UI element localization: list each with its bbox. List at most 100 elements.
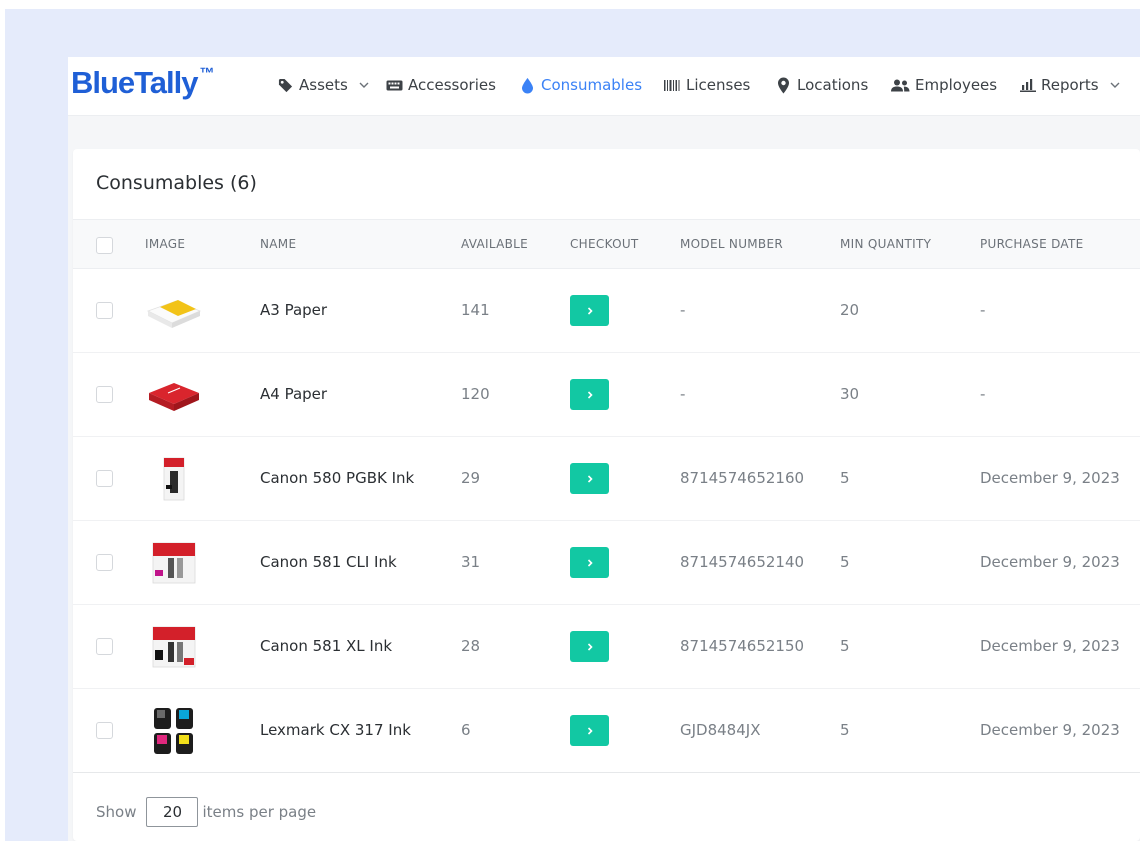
header-image[interactable]: IMAGE xyxy=(145,237,186,251)
droplet-icon xyxy=(519,77,536,94)
items-per-page-label: items per page xyxy=(202,803,317,821)
nav-consumables[interactable]: Consumables xyxy=(519,74,642,96)
nav-reports-label: Reports xyxy=(1041,76,1099,94)
nav-licenses[interactable]: Licenses xyxy=(664,74,750,96)
row-name[interactable]: Lexmark CX 317 Ink xyxy=(260,721,411,739)
map-pin-icon xyxy=(775,77,792,94)
row-checkbox[interactable] xyxy=(96,470,113,487)
product-image-a4-paper xyxy=(146,371,202,419)
chevron-down-icon xyxy=(1109,79,1121,91)
row-min-quantity: 30 xyxy=(840,385,860,403)
nav-assets-label: Assets xyxy=(299,76,348,94)
row-available: 6 xyxy=(461,721,471,739)
row-name[interactable]: A4 Paper xyxy=(260,385,328,403)
tag-icon xyxy=(277,77,294,94)
nav-consumables-label: Consumables xyxy=(541,76,643,94)
row-min-quantity: 5 xyxy=(840,469,850,487)
items-per-page-input[interactable] xyxy=(146,797,199,827)
row-model-number: 8714574652150 xyxy=(680,637,805,655)
row-purchase-date: December 9, 2023 xyxy=(980,721,1120,739)
nav-employees[interactable]: Employees xyxy=(891,74,997,96)
row-available: 141 xyxy=(461,301,490,319)
row-model-number: GJD8484JX xyxy=(680,721,761,739)
chevron-right-icon xyxy=(585,469,595,488)
product-image-lexmark-cx317 xyxy=(146,707,202,755)
checkout-button[interactable] xyxy=(570,379,609,410)
select-all-checkbox[interactable] xyxy=(96,237,113,254)
nav-accessories[interactable]: Accessories xyxy=(386,74,496,96)
row-available: 31 xyxy=(461,553,481,571)
row-purchase-date: December 9, 2023 xyxy=(980,469,1120,487)
row-name[interactable]: A3 Paper xyxy=(260,301,328,319)
bluetally-logo[interactable]: BlueTally ™ xyxy=(71,65,215,101)
app-window: BlueTally ™ Assets Accessories Consumable… xyxy=(68,57,1140,841)
logo-text: BlueTally xyxy=(71,65,199,100)
chevron-right-icon xyxy=(585,553,595,572)
row-name[interactable]: Canon 580 PGBK Ink xyxy=(260,469,415,487)
row-available: 29 xyxy=(461,469,481,487)
nav-locations-label: Locations xyxy=(797,76,869,94)
row-checkbox[interactable] xyxy=(96,638,113,655)
nav-assets[interactable]: Assets xyxy=(277,74,370,96)
nav-accessories-label: Accessories xyxy=(408,76,496,94)
product-image-canon-580-pgbk xyxy=(146,455,202,503)
row-purchase-date: December 9, 2023 xyxy=(980,637,1120,655)
row-available: 28 xyxy=(461,637,481,655)
row-min-quantity: 5 xyxy=(840,637,850,655)
product-image-canon-581-xl xyxy=(146,623,202,671)
keyboard-icon xyxy=(386,77,403,94)
chevron-right-icon xyxy=(585,301,595,320)
checkout-button[interactable] xyxy=(570,715,609,746)
row-model-number: - xyxy=(680,385,686,403)
header-min-quantity[interactable]: MIN QUANTITY xyxy=(840,237,932,251)
nav-locations[interactable]: Locations xyxy=(775,74,868,96)
chevron-right-icon xyxy=(585,637,595,656)
row-model-number: 8714574652140 xyxy=(680,553,805,571)
row-checkbox[interactable] xyxy=(96,722,113,739)
row-checkbox[interactable] xyxy=(96,302,113,319)
bar-chart-icon xyxy=(1019,77,1036,94)
table-row[interactable]: Canon 581 XL Ink 28 8714574652150 5 Dece… xyxy=(73,605,1140,689)
nav-employees-label: Employees xyxy=(915,76,998,94)
checkout-button[interactable] xyxy=(570,295,609,326)
header-model-number[interactable]: MODEL NUMBER xyxy=(680,237,783,251)
chevron-down-icon xyxy=(358,79,370,91)
product-image-canon-581-cli xyxy=(146,539,202,587)
row-model-number: - xyxy=(680,301,686,319)
table-row[interactable]: A3 Paper 141 - 20 - xyxy=(73,269,1140,353)
consumables-card: Consumables (6) IMAGE NAME AVAILABLE CHE… xyxy=(73,149,1140,841)
header-available[interactable]: AVAILABLE xyxy=(461,237,529,251)
table-header: IMAGE NAME AVAILABLE CHECKOUT MODEL NUMB… xyxy=(73,219,1140,269)
chevron-right-icon xyxy=(585,385,595,404)
chevron-right-icon xyxy=(585,721,595,740)
nav-reports[interactable]: Reports xyxy=(1019,74,1121,96)
row-name[interactable]: Canon 581 CLI Ink xyxy=(260,553,397,571)
row-model-number: 8714574652160 xyxy=(680,469,805,487)
top-navigation-bar: BlueTally ™ Assets Accessories Consumable… xyxy=(68,57,1140,116)
table-row[interactable]: A4 Paper 120 - 30 - xyxy=(73,353,1140,437)
logo-trademark: ™ xyxy=(199,64,215,82)
row-available: 120 xyxy=(461,385,490,403)
row-name[interactable]: Canon 581 XL Ink xyxy=(260,637,393,655)
row-min-quantity: 5 xyxy=(840,553,850,571)
pagination-footer: Show items per page xyxy=(96,797,316,827)
checkout-button[interactable] xyxy=(570,463,609,494)
header-name[interactable]: NAME xyxy=(260,237,297,251)
show-label: Show xyxy=(96,803,137,821)
row-purchase-date: December 9, 2023 xyxy=(980,553,1120,571)
row-min-quantity: 20 xyxy=(840,301,860,319)
nav-licenses-label: Licenses xyxy=(686,76,751,94)
header-purchase-date[interactable]: PURCHASE DATE xyxy=(980,237,1084,251)
product-image-a3-paper xyxy=(146,287,202,335)
row-checkbox[interactable] xyxy=(96,554,113,571)
checkout-button[interactable] xyxy=(570,547,609,578)
users-icon xyxy=(891,77,910,94)
checkout-button[interactable] xyxy=(570,631,609,662)
page-title: Consumables (6) xyxy=(96,172,257,194)
table-row[interactable]: Canon 580 PGBK Ink 29 8714574652160 5 De… xyxy=(73,437,1140,521)
table-row[interactable]: Canon 581 CLI Ink 31 8714574652140 5 Dec… xyxy=(73,521,1140,605)
row-checkbox[interactable] xyxy=(96,386,113,403)
header-checkout[interactable]: CHECKOUT xyxy=(570,237,639,251)
table-row[interactable]: Lexmark CX 317 Ink 6 GJD8484JX 5 Decembe… xyxy=(73,689,1140,773)
row-min-quantity: 5 xyxy=(840,721,850,739)
